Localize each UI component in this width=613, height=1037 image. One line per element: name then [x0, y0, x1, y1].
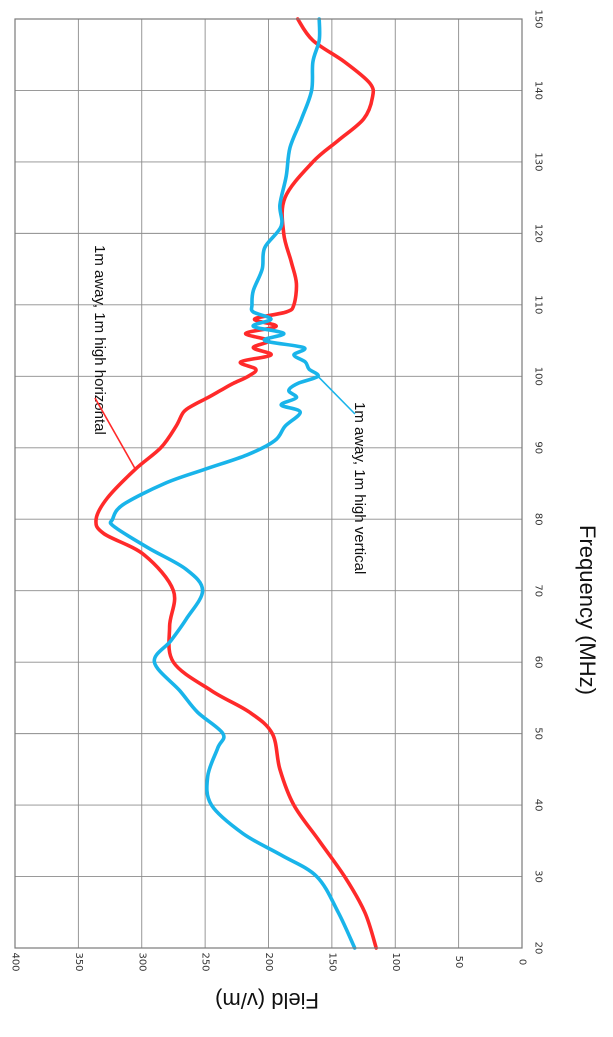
x-tick-label: 20	[533, 942, 544, 955]
x-tick-label: 40	[533, 799, 544, 812]
x-tick-label: 100	[533, 367, 544, 386]
x-axis-title: Frequency (MHz)	[575, 525, 600, 695]
annotation-label-vertical: 1m away, 1m high vertical	[351, 402, 368, 574]
y-tick-label: 100	[390, 952, 401, 971]
y-tick-label: 0	[517, 959, 528, 965]
x-tick-label: 70	[533, 584, 544, 597]
grid-layer	[14, 18, 523, 949]
tick-layer: 20 30 40 50 60 70 80 90 100 110 120 130 140 150 0 50 100…	[10, 9, 544, 971]
x-tick-label: 90	[533, 441, 544, 454]
x-tick-label: 80	[533, 513, 544, 526]
x-tick-label: 150	[533, 9, 544, 28]
y-axis-title: Field (v/m)	[215, 988, 319, 1013]
annotation-leader-vertical	[317, 375, 356, 415]
x-tick-label: 30	[533, 870, 544, 883]
x-tick-label: 120	[533, 224, 544, 243]
y-tick-label: 150	[326, 952, 337, 971]
x-tick-label: 140	[533, 81, 544, 100]
y-tick-label: 400	[10, 952, 21, 971]
x-tick-label: 110	[533, 295, 544, 314]
y-tick-label: 300	[136, 952, 147, 971]
y-tick-label: 50	[453, 956, 464, 969]
y-tick-label: 250	[200, 952, 211, 971]
plot-frame	[14, 18, 523, 949]
x-tick-label: 60	[533, 656, 544, 669]
annotation-label-horizontal: 1m away, 1m high horizontal	[91, 245, 108, 435]
y-tick-label: 200	[263, 952, 274, 971]
x-tick-label: 130	[533, 152, 544, 171]
series-layer	[94, 17, 378, 950]
series-line-1m-away-1m-high-horizontal	[94, 17, 378, 950]
annotation-layer: 1m away, 1m high horizontal 1m away, 1m h…	[91, 245, 368, 574]
annotation-leader-horizontal	[94, 397, 137, 470]
series-line-1m-away-1m-high-vertical	[108, 17, 357, 950]
x-tick-label: 50	[533, 727, 544, 740]
y-tick-label: 350	[73, 952, 84, 971]
